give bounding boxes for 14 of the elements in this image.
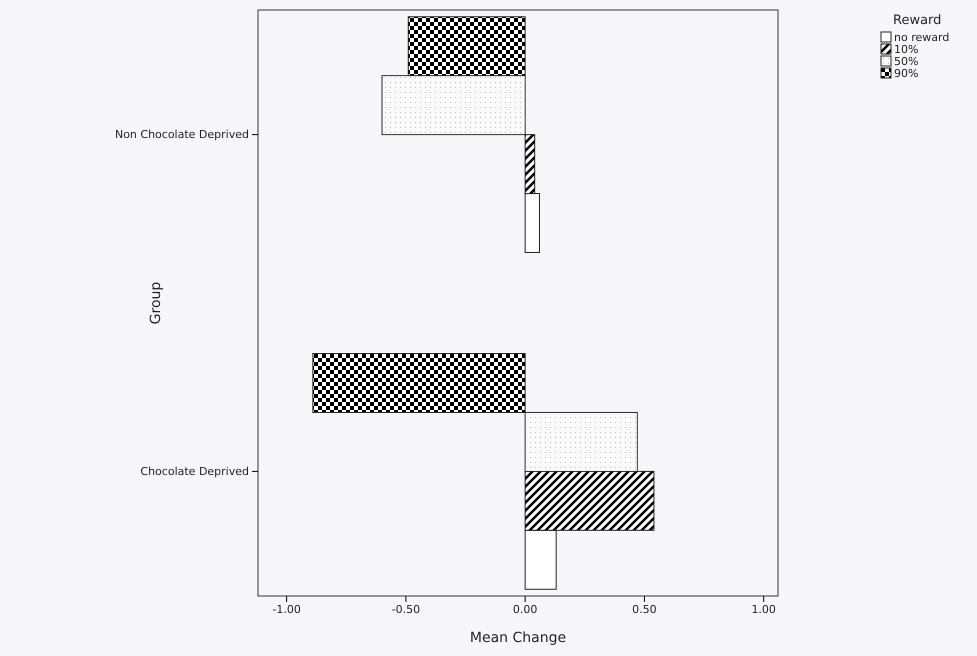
y-axis-title: Group [148, 282, 164, 324]
x-tick-label: -0.50 [392, 602, 420, 616]
legend-title: Reward [893, 13, 942, 28]
legend-label: 90% [894, 67, 918, 80]
x-tick-label: 0.50 [632, 602, 657, 616]
legend-label: 50% [894, 55, 918, 68]
x-tick-label: 1.00 [751, 602, 776, 616]
y-tick-label: Non Chocolate Deprived [114, 128, 249, 142]
x-axis-title: Mean Change [470, 630, 566, 646]
legend-label: no reward [894, 31, 950, 44]
y-tick-label: Chocolate Deprived [140, 464, 249, 478]
x-tick-label: -1.00 [272, 602, 301, 616]
legend-label: 10% [894, 43, 918, 56]
x-tick-label: 0.00 [512, 602, 538, 616]
